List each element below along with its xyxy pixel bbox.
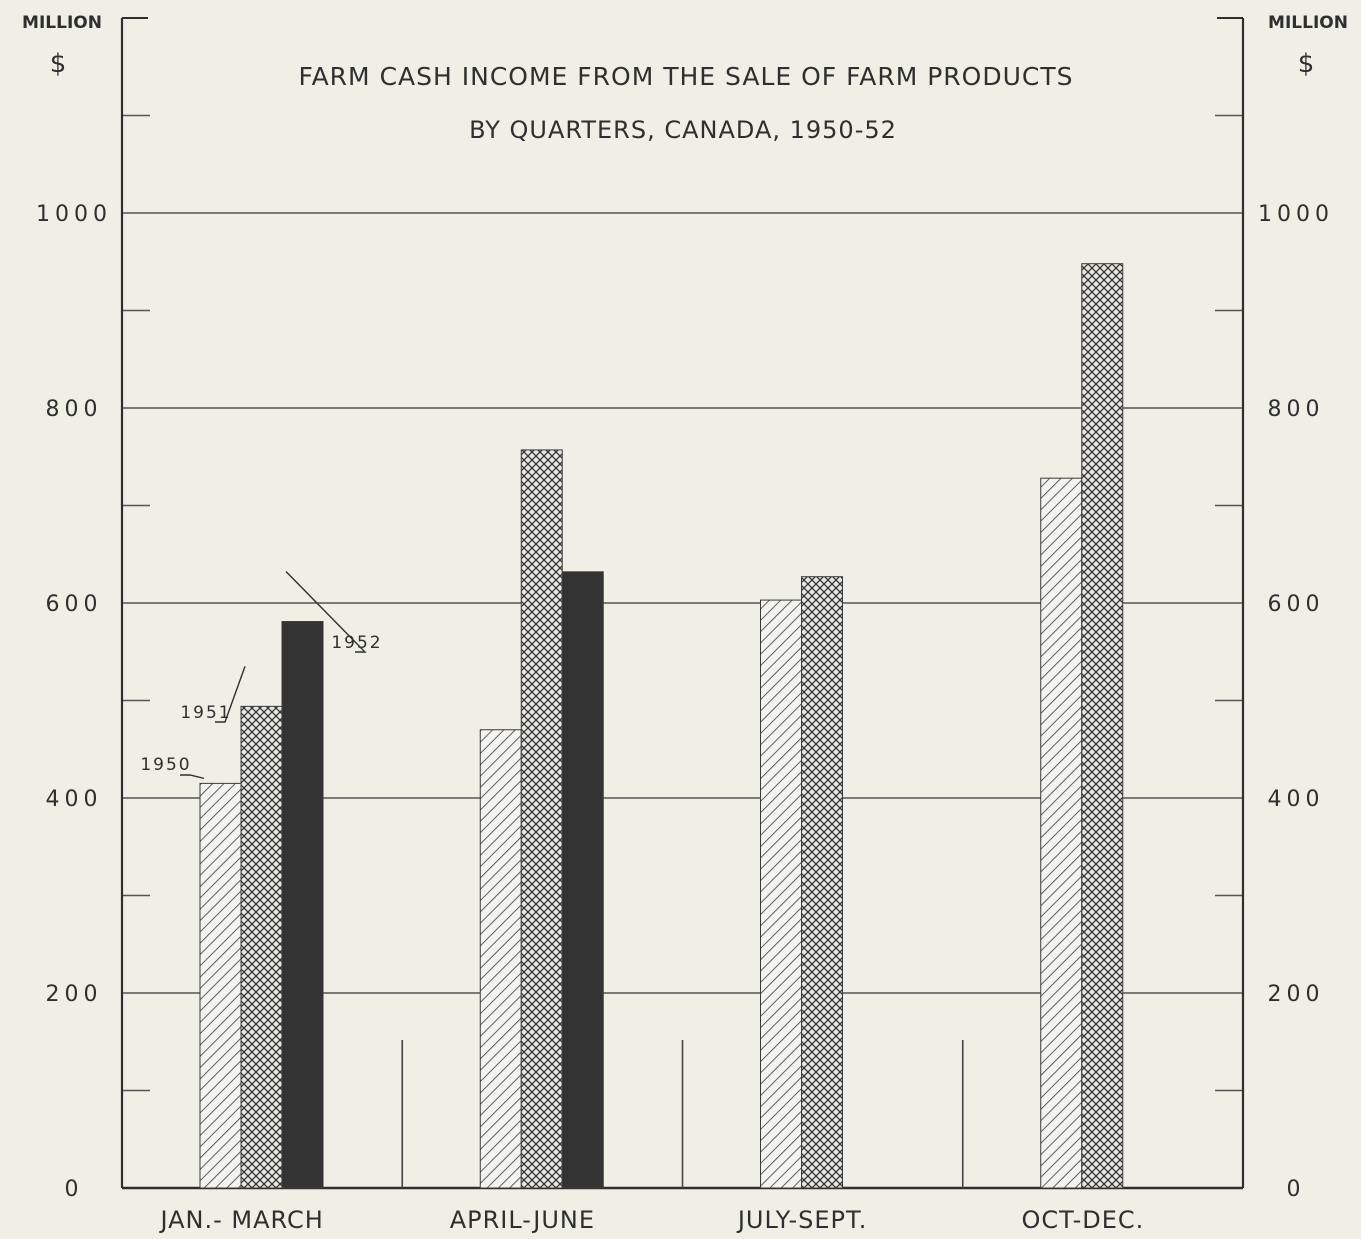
- y-tick-labels: 0 0 200 200 400 400 600 600 800 800 1000 1000: [36, 202, 1334, 1202]
- leader-line-1950: [180, 774, 205, 780]
- y-axis-unit-right: $: [1298, 49, 1315, 79]
- bar-1950-4: [1040, 477, 1083, 1189]
- bar-1950-2: [479, 729, 522, 1189]
- y-tick-label-left: 800: [46, 397, 103, 422]
- y-axis-label-left: MILLION: [22, 13, 102, 33]
- bar-1951-2: [520, 449, 563, 1189]
- y-axis-unit-left: $: [50, 49, 67, 79]
- x-category-label: APRIL-JUNE: [450, 1206, 595, 1234]
- y-tick-label-right: 400: [1268, 787, 1325, 812]
- chart-subtitle: BY QUARTERS, CANADA, 1950-52: [469, 116, 897, 144]
- leader-line-1952: [285, 571, 367, 653]
- series-label-1950: 1950: [140, 755, 191, 775]
- series-label-1951: 1951: [180, 703, 231, 723]
- bar-1951-3: [801, 576, 843, 1189]
- bar-1951-4: [1081, 263, 1124, 1189]
- y-tick-label-left: 400: [46, 787, 103, 812]
- y-axis-label-right: MILLION: [1268, 13, 1348, 33]
- y-tick-label-right: 200: [1268, 982, 1325, 1007]
- y-tick-label-right: 600: [1268, 592, 1325, 617]
- bar-1952-1: [281, 621, 324, 1189]
- leader-line-1951: [215, 666, 246, 723]
- bar-1951-1: [240, 705, 283, 1189]
- bars: [199, 263, 1124, 1189]
- y-tick-label-right: 1000: [1258, 202, 1334, 227]
- y-tick-label-left: 1000: [36, 202, 112, 227]
- y-tick-label-left: 0: [65, 1177, 84, 1202]
- category-labels: JAN.- MARCH APRIL-JUNE JULY-SEPT. OCT-DEC.: [158, 1206, 1144, 1234]
- bar-1950-3: [760, 599, 802, 1189]
- x-category-label: OCT-DEC.: [1021, 1206, 1144, 1234]
- x-category-label: JULY-SEPT.: [736, 1206, 868, 1234]
- y-tick-label-left: 600: [46, 592, 103, 617]
- bar-1950-1: [199, 782, 242, 1189]
- y-tick-label-right: 0: [1287, 1177, 1306, 1202]
- y-tick-label-left: 200: [46, 982, 103, 1007]
- chart-title: FARM CASH INCOME FROM THE SALE OF FARM P…: [299, 62, 1074, 91]
- bar-1952-2: [561, 571, 604, 1189]
- x-category-label: JAN.- MARCH: [158, 1206, 323, 1234]
- y-tick-label-right: 800: [1268, 397, 1325, 422]
